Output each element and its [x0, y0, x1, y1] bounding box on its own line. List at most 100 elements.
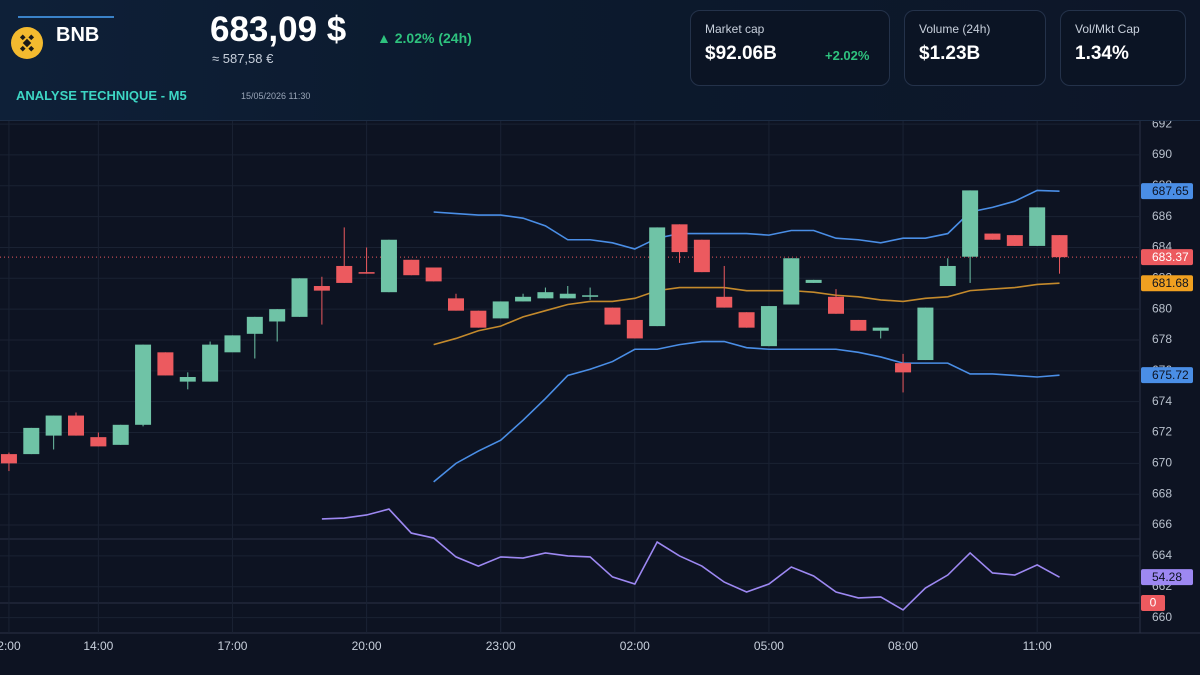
candle-body: [917, 307, 934, 361]
stat-value: $1.23B: [919, 43, 981, 64]
candle-body: [68, 415, 84, 436]
stat-label: Vol/Mkt Cap: [1075, 22, 1140, 36]
candle-body: [269, 309, 286, 322]
y-tick-label: 664: [1152, 548, 1172, 562]
y-tick-label: 686: [1152, 209, 1172, 223]
x-tick-label: 14:00: [83, 639, 113, 653]
price-tag: [1141, 183, 1193, 200]
candle-body: [425, 267, 442, 282]
candle-body: [582, 295, 599, 297]
stat-card: Market cap $92.06B +2.02%: [690, 10, 890, 86]
candle-body: [448, 298, 464, 311]
y-tick-label: 672: [1152, 425, 1172, 439]
x-tick-label: 02:00: [620, 639, 650, 653]
candle-body: [202, 344, 219, 382]
price-tag: [1141, 367, 1193, 384]
candle-body: [984, 233, 1001, 240]
price-tag: [1141, 569, 1193, 586]
stat-value: 1.34%: [1075, 43, 1129, 64]
stat-card: Vol/Mkt Cap 1.34%: [1060, 10, 1186, 86]
stat-label: Volume (24h): [919, 22, 991, 36]
x-tick-label: 08:00: [888, 639, 918, 653]
stat-card: Volume (24h) $1.23B: [904, 10, 1046, 86]
band-line: [433, 340, 1060, 483]
annotation-tag: [1141, 595, 1165, 611]
candle-body: [828, 296, 844, 314]
price: 683,09 $: [210, 10, 347, 49]
candle-body: [559, 293, 576, 299]
candle-body: [760, 306, 777, 347]
accent: [18, 16, 114, 18]
candle-body: [693, 239, 710, 273]
price-tag-label: 683.37: [1152, 250, 1189, 264]
candle-body: [492, 301, 509, 319]
price-tag-label: 54.28: [1152, 570, 1182, 584]
change: ▲ 2.02% (24h): [377, 30, 472, 46]
price-tag: [1141, 275, 1193, 292]
candle-body: [1051, 235, 1068, 258]
price-tag: [1141, 249, 1193, 266]
candle-body: [783, 258, 800, 305]
annotation: 0: [1150, 596, 1157, 610]
candle-body: [1029, 207, 1046, 246]
candle-body: [291, 278, 308, 317]
plot-bg: [0, 121, 1200, 675]
chart: 6606626646666686706726746766786806826846…: [0, 121, 1200, 675]
band-line: [433, 282, 1060, 346]
candle-body: [872, 327, 889, 331]
coin-icon: [11, 27, 43, 59]
x-tick-label: 05:00: [754, 639, 784, 653]
stat-label: Market cap: [705, 22, 765, 36]
price-eur: ≈ 587,58 €: [212, 51, 274, 66]
candle-body: [470, 310, 487, 328]
y-tick-label: 680: [1152, 301, 1172, 315]
candle-body: [1006, 235, 1023, 246]
x-tick-label: 2:00: [0, 639, 21, 653]
candle-body: [805, 279, 822, 283]
candle-body: [939, 265, 956, 287]
band-line: [433, 189, 1060, 250]
candle-body: [224, 335, 241, 353]
candle-body: [738, 312, 755, 328]
candle-body: [90, 437, 107, 447]
candle-body: [604, 307, 621, 325]
candle-body: [671, 224, 688, 253]
y-tick-label: 692: [1152, 121, 1172, 130]
x-tick-label: 11:00: [1023, 639, 1052, 653]
candle-body: [313, 286, 330, 291]
y-tick-label: 660: [1152, 610, 1172, 624]
datetime: 15/05/2026 11:30: [241, 91, 311, 101]
candle-body: [358, 272, 375, 274]
price-tag-label: 675.72: [1152, 368, 1189, 382]
candle-body: [537, 292, 554, 299]
header: BNB 683,09 $ ≈ 587,58 € ▲ 2.02% (24h) AN…: [0, 0, 1200, 121]
candle-body: [962, 190, 979, 257]
y-tick-label: 666: [1152, 517, 1172, 531]
candle-body: [626, 319, 643, 339]
y-tick-label: 668: [1152, 486, 1172, 500]
candle-body: [246, 316, 263, 334]
symbol: BNB: [56, 24, 100, 46]
candle-body: [45, 415, 62, 436]
x-tick-label: 17:00: [217, 639, 247, 653]
price-tag-label: 687.65: [1152, 184, 1189, 198]
candle-body: [895, 363, 912, 373]
price-tag-label: 681.68: [1152, 276, 1189, 290]
candle-body: [157, 352, 174, 376]
stat-change: +2.02%: [825, 48, 870, 63]
candle-body: [0, 454, 17, 464]
stat-value: $92.06B: [705, 43, 777, 64]
rsi-line: [321, 508, 1060, 611]
y-tick-label: 690: [1152, 147, 1172, 161]
candle-body: [23, 427, 40, 455]
section-title: ANALYSE TECHNIQUE - M5: [16, 88, 187, 103]
candle-body: [336, 265, 353, 283]
candle-body: [112, 424, 129, 445]
candle-body: [380, 239, 397, 293]
candle-body: [515, 296, 532, 302]
x-tick-label: 20:00: [352, 639, 382, 653]
x-tick-label: 23:00: [486, 639, 516, 653]
candle-body: [179, 377, 196, 382]
candle-body: [850, 319, 867, 331]
